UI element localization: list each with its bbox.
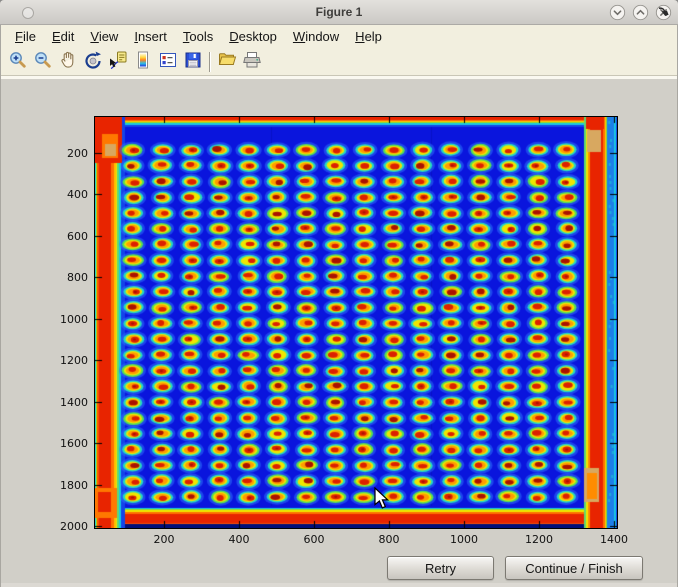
data-cursor-icon	[108, 50, 128, 73]
open-file-button[interactable]	[214, 50, 239, 74]
y-tick-label: 1600	[60, 437, 88, 451]
insert-colorbar-icon	[133, 50, 153, 73]
data-cursor-button[interactable]	[105, 50, 130, 74]
print-figure-button[interactable]	[239, 50, 264, 74]
rotate-3d-button[interactable]	[80, 50, 105, 74]
y-tick-label: 800	[67, 271, 88, 285]
menu-view[interactable]: View	[90, 29, 119, 44]
menu-desktop[interactable]: Desktop	[229, 29, 277, 44]
zoom-out-button[interactable]	[30, 50, 55, 74]
zoom-in-icon	[8, 50, 28, 73]
menubar: File Edit View Insert Tools Desktop Window Help	[1, 25, 677, 48]
open-file-icon	[217, 50, 237, 73]
y-tick-label: 400	[67, 188, 88, 202]
microarray-image[interactable]	[94, 116, 618, 529]
x-tick-label: 600	[303, 533, 325, 546]
menu-help[interactable]: Help	[355, 29, 382, 44]
window-menu-icon[interactable]	[22, 7, 34, 19]
window-bottom-edge	[1, 583, 677, 587]
rotate-3d-icon	[83, 50, 103, 73]
y-tick-label: 200	[67, 147, 88, 160]
zoom-in-button[interactable]	[5, 50, 30, 74]
save-figure-button[interactable]	[180, 50, 205, 74]
zoom-out-icon	[33, 50, 53, 73]
y-tick-label: 600	[67, 229, 88, 243]
save-figure-icon	[183, 50, 203, 73]
menu-file[interactable]: File	[15, 29, 36, 44]
x-tick-label: 1000	[450, 533, 478, 546]
continue-finish-button[interactable]: Continue / Finish	[505, 556, 643, 580]
window-title: Figure 1	[315, 5, 363, 19]
x-tick-label: 1400	[600, 533, 628, 546]
y-tick-label: 1000	[60, 312, 88, 326]
chevron-up-icon	[632, 4, 649, 24]
chevron-down-icon	[609, 4, 626, 24]
x-tick-label: 800	[378, 533, 400, 546]
menu-insert[interactable]: Insert	[134, 29, 167, 44]
insert-colorbar-button[interactable]	[130, 50, 155, 74]
menu-edit[interactable]: Edit	[51, 29, 75, 44]
insert-legend-button[interactable]	[155, 50, 180, 74]
menu-tools[interactable]: Tools	[182, 29, 214, 44]
toolbar-separator	[209, 51, 210, 72]
minimize-button[interactable]	[609, 4, 626, 21]
x-tick-label: 1200	[525, 533, 553, 546]
print-figure-icon	[242, 50, 262, 73]
pan-button[interactable]	[55, 50, 80, 74]
x-tick-label: 200	[153, 533, 175, 546]
y-tick-label: 1200	[60, 354, 88, 368]
pan-icon	[58, 50, 78, 73]
titlebar[interactable]: Figure 1	[0, 0, 678, 25]
y-tick-label: 1400	[60, 395, 88, 409]
toolbar	[1, 48, 677, 79]
retry-button[interactable]: Retry	[387, 556, 494, 580]
y-tick-label: 1800	[60, 478, 88, 492]
dock-figure-icon[interactable]	[657, 5, 670, 18]
menu-window[interactable]: Window	[292, 29, 340, 44]
maximize-button[interactable]	[632, 4, 649, 21]
y-tick-label: 2000	[60, 519, 88, 533]
x-tick-label: 400	[228, 533, 250, 546]
insert-legend-icon	[158, 50, 178, 73]
